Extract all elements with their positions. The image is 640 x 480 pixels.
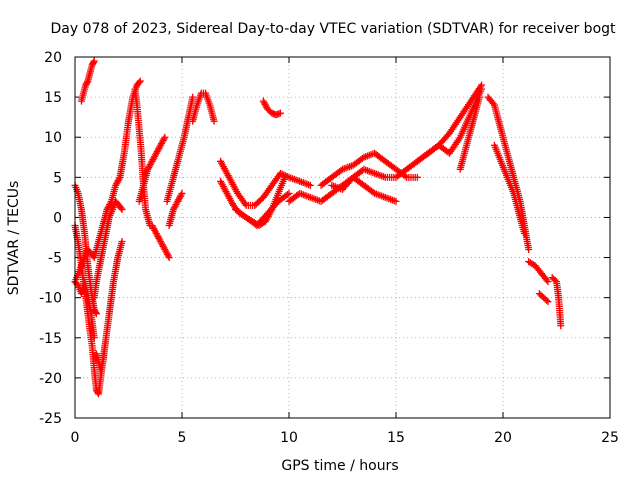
series-pass-22 [456,93,483,173]
data-point [115,175,123,183]
series-pass-3 [71,278,98,342]
data-point [90,58,98,66]
data-point [210,117,218,125]
data-point [118,205,126,213]
plot-frame [74,56,611,419]
data-point [164,252,172,260]
data-point [178,189,186,197]
y-tick-label: 5 [53,170,62,186]
data-point [413,173,421,181]
data-point [136,77,144,85]
series-pass-7 [90,197,126,302]
x-tick-label: 5 [178,430,187,446]
x-tick-label: 15 [387,430,405,446]
data-point [135,78,143,86]
y-tick-label: -20 [39,371,62,387]
data-point [543,296,551,304]
axis-ticks: 0 5 10 15 20 25 -25 -20 -15 -10 -5 0 5 10 15 20 [39,50,619,446]
data-point [177,191,185,199]
series-pass-9 [135,133,169,205]
x-axis-label: GPS time / hours [281,458,398,474]
data-point [557,322,565,330]
data-point [160,135,168,143]
series-pass-18 [317,149,421,189]
data-point [489,100,497,108]
y-tick-label: -15 [39,331,62,347]
data-point [165,254,173,262]
x-tick-label: 10 [280,430,298,446]
data-point [118,238,126,246]
data-point [189,93,197,101]
data-point [285,189,293,197]
data-point [478,85,486,93]
data-point [520,229,528,237]
grid [75,57,610,418]
series-pass-24 [490,141,528,237]
data-point [392,197,400,205]
data-point [92,308,100,316]
y-tick-label: 0 [53,210,62,226]
y-tick-label: 10 [44,130,62,146]
data-point [525,246,533,254]
data-point [543,276,551,284]
data-point [117,204,125,212]
series-pass-25 [525,258,552,286]
series-pass-27 [548,274,565,330]
series-pass-15 [232,189,293,229]
data-point [544,298,552,306]
series-pass-17 [285,173,400,205]
chart-title: Day 078 of 2023, Sidereal Day-to-day VTE… [50,21,616,37]
y-tick-label: 20 [44,50,62,66]
series-pass-8 [131,85,173,262]
data-point [544,278,552,286]
y-axis-label: SDTVAR / TECUs [6,181,22,296]
series-pass-10 [163,93,197,205]
series-pass-16 [259,97,284,119]
data-point [83,78,91,86]
x-tick-label: 0 [71,430,80,446]
series-pass-14 [217,157,314,209]
data-point [283,191,291,199]
y-tick-label: -10 [39,291,62,307]
x-tick-label: 20 [494,430,512,446]
data-point [90,57,98,65]
data-point [90,334,98,342]
series-pass-5 [77,57,98,105]
data-point [161,133,169,141]
data-point [475,93,483,101]
data-point [276,109,284,117]
series-pass-6 [92,238,126,374]
x-tick-label: 25 [601,430,619,446]
y-tick-label: -5 [48,251,62,267]
series-pass-12 [189,89,218,125]
y-tick-label: 15 [44,90,62,106]
data-points [71,57,565,398]
y-tick-label: -25 [39,411,62,427]
data-point [306,181,314,189]
series-pass-11 [165,189,186,229]
series-pass-26 [535,290,552,306]
